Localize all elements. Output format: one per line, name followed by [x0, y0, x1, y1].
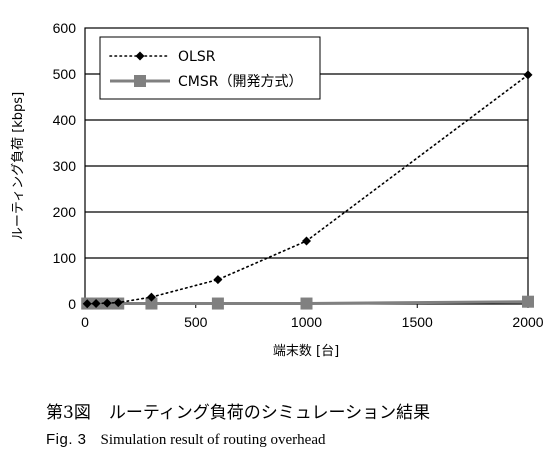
data-point	[211, 297, 224, 310]
data-point	[522, 295, 534, 308]
x-axis-ticks: 0 500 1000 1500 2000	[81, 304, 544, 330]
figure-number-en: Fig. 3	[46, 431, 87, 448]
data-point	[91, 299, 101, 309]
data-point	[523, 70, 533, 80]
y-axis-ticks: 0 100 200 300 400 500 600	[53, 20, 77, 312]
x-tick-label: 1500	[402, 314, 433, 330]
x-tick-label: 0	[81, 314, 89, 330]
data-point	[300, 297, 313, 310]
legend-label-cmsr: CMSR（開発方式）	[178, 74, 302, 90]
legend-swatch-olsr-marker	[135, 51, 145, 61]
data-point	[213, 275, 223, 285]
data-point	[113, 298, 123, 308]
x-axis-label: 端末数 [台]	[273, 344, 339, 359]
y-tick-label: 200	[53, 204, 77, 220]
figure-title-jp: ルーティング負荷のシミュレーション結果	[108, 403, 431, 423]
routing-overhead-chart: 0 100 200 300 400 500 600 0 500 1000 1500 2000 OLS…	[11, 20, 544, 359]
figure-title-en: Simulation result of routing overhead	[100, 432, 326, 448]
y-tick-label: 500	[53, 66, 77, 82]
y-tick-label: 100	[53, 250, 77, 266]
legend-swatch-cmsr-marker	[134, 75, 146, 87]
data-point	[145, 297, 158, 310]
y-tick-label: 400	[53, 112, 77, 128]
legend-label-olsr: OLSR	[178, 49, 216, 65]
y-tick-label: 600	[53, 20, 77, 36]
data-point	[102, 298, 112, 308]
y-tick-label: 300	[53, 158, 77, 174]
legend-box	[99, 36, 321, 100]
data-point	[82, 299, 92, 309]
x-tick-label: 1000	[291, 314, 322, 330]
figure-caption-english: Fig. 3 Simulation result of routing overh…	[46, 430, 325, 449]
data-point	[302, 236, 311, 246]
figure-caption-japanese: 第3図 ルーティング負荷のシミュレーション結果	[46, 398, 430, 423]
grid-lines	[85, 73, 528, 259]
y-tick-label: 0	[68, 296, 76, 312]
legend: OLSR CMSR（開発方式）	[99, 36, 321, 100]
data-point	[146, 292, 156, 302]
series-line-0	[86, 74, 529, 305]
x-tick-label: 500	[184, 314, 208, 330]
x-tick-label: 2000	[512, 314, 543, 330]
series-layer	[81, 70, 534, 310]
figure-number-jp: 第3図	[46, 403, 91, 423]
y-axis-label: ルーティング負荷 [kbps]	[11, 92, 26, 240]
